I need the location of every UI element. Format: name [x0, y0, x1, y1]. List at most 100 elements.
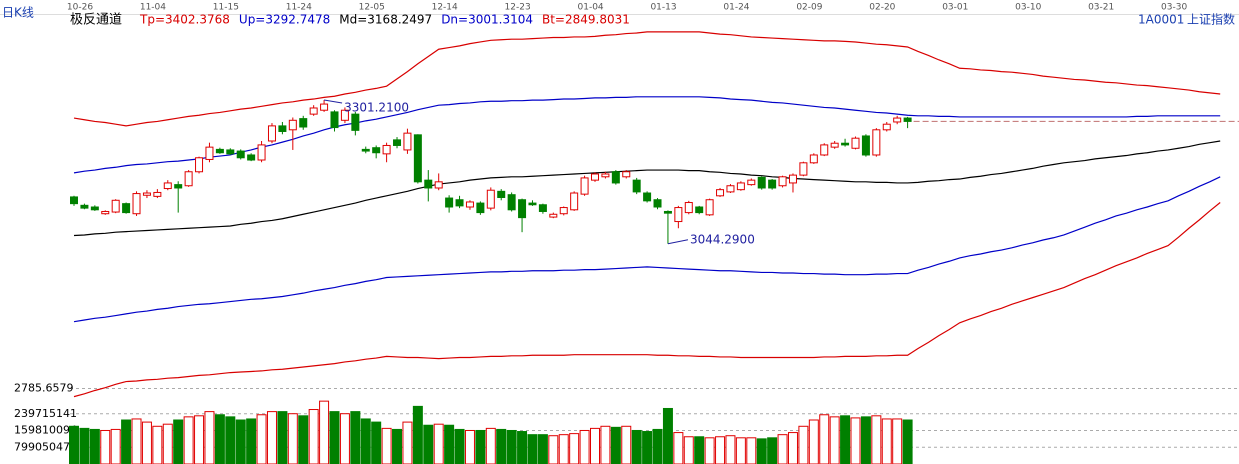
- candle-body: [507, 194, 516, 211]
- volume-bar: [850, 417, 861, 464]
- candle-body: [382, 144, 391, 155]
- candle-body: [570, 192, 579, 211]
- volume-bar: [840, 415, 851, 464]
- volume-bar: [329, 411, 340, 464]
- x-tick-label: 03-21: [1088, 3, 1114, 13]
- legend: Tp=3402.3768 Up=3292.7478 Md=3168.2497 Dn=3…: [139, 13, 630, 27]
- candle-body: [528, 202, 537, 206]
- candle-body: [611, 171, 620, 184]
- volume-tick-label: 159810094: [14, 424, 77, 437]
- volume-bar: [402, 421, 413, 464]
- candle-body: [236, 150, 245, 159]
- candle-body: [174, 184, 183, 189]
- candle-body: [632, 179, 641, 193]
- candle-body: [309, 107, 318, 115]
- volume-bar: [79, 427, 90, 464]
- candle-body: [674, 207, 683, 223]
- candle-body: [580, 177, 589, 195]
- x-tick-label: 11-24: [286, 3, 312, 13]
- x-tick-label: 10-26: [67, 3, 93, 13]
- volume-bar: [110, 428, 121, 464]
- candle-body: [70, 196, 78, 205]
- volume-bar: [433, 423, 444, 464]
- candle-body: [799, 162, 808, 176]
- x-tick-label: 12-05: [359, 3, 385, 13]
- volume-bar: [131, 418, 142, 464]
- volume-bar: [496, 428, 507, 464]
- candle-body: [486, 189, 495, 209]
- band-line: [73, 31, 1221, 127]
- volume-bar: [121, 419, 132, 464]
- candle-body: [215, 148, 224, 154]
- volume-bar: [256, 414, 267, 464]
- candle-body: [226, 149, 235, 155]
- candle-body: [684, 202, 693, 214]
- candle-body: [153, 191, 162, 197]
- band-line: [73, 202, 1221, 398]
- candle-body: [142, 192, 151, 196]
- candle-body: [267, 125, 276, 142]
- volume-bar: [871, 415, 882, 464]
- volume-bar: [590, 427, 600, 464]
- volume-bar: [360, 418, 371, 464]
- candle-body: [622, 171, 631, 178]
- candle-body: [445, 197, 454, 208]
- x-tick-label: 12-23: [505, 3, 531, 13]
- volume-bar: [266, 411, 277, 464]
- candle-body: [736, 182, 745, 191]
- volume-bar: [214, 414, 225, 464]
- candle-body: [340, 109, 349, 121]
- candle-body: [163, 182, 172, 190]
- x-tick-label: 11-15: [213, 3, 239, 13]
- volume-bar: [569, 433, 580, 464]
- candle-body: [299, 118, 308, 128]
- candle-body: [278, 125, 287, 132]
- band-line: [73, 176, 1221, 323]
- volume-bar: [506, 429, 517, 464]
- volume-bar: [475, 429, 486, 464]
- volume-bar: [725, 435, 736, 464]
- candle-body: [465, 201, 474, 208]
- volume-bar: [902, 419, 913, 464]
- candle-body: [538, 204, 547, 212]
- candle-body: [695, 206, 704, 214]
- candle-body: [778, 176, 787, 187]
- candle-body: [903, 117, 912, 122]
- candle-body: [257, 144, 266, 161]
- volume-bar: [454, 428, 465, 464]
- candle-body: [372, 147, 381, 154]
- volume-bar: [808, 419, 819, 464]
- max-label: 3301.2100: [344, 101, 409, 115]
- candle-body: [101, 210, 110, 215]
- candle-body: [455, 199, 464, 207]
- candle-body: [861, 135, 870, 156]
- y-tick-label: 2785.6579: [14, 381, 74, 394]
- candle-body: [320, 103, 329, 111]
- volume-bar: [662, 407, 673, 464]
- security-code: 1A0001: [1138, 13, 1184, 27]
- leader-line: [667, 239, 689, 245]
- volume-bar: [715, 436, 726, 464]
- min-label: 3044.2900: [690, 232, 755, 246]
- legend-entry: Dn=3001.3104: [441, 13, 533, 27]
- volume-bar: [767, 437, 778, 464]
- volume-bar: [89, 428, 100, 464]
- volume-bar: [631, 429, 642, 464]
- volume-bar: [350, 411, 361, 464]
- volume-bar: [308, 409, 319, 464]
- volume-bar: [412, 405, 423, 464]
- volume-bar: [392, 428, 403, 464]
- x-tick-label: 01-24: [723, 3, 749, 13]
- legend-entry: Tp=3402.3768: [139, 13, 230, 27]
- candle-body: [184, 171, 193, 187]
- candle-body: [820, 144, 829, 156]
- candle-body: [653, 199, 662, 208]
- leader-line: [323, 99, 343, 104]
- volume-bar: [756, 438, 767, 464]
- volume-bar: [704, 437, 715, 464]
- candle-body: [403, 132, 412, 151]
- candle-body: [361, 148, 370, 152]
- volume-bar: [683, 436, 694, 464]
- candle-body: [663, 210, 672, 214]
